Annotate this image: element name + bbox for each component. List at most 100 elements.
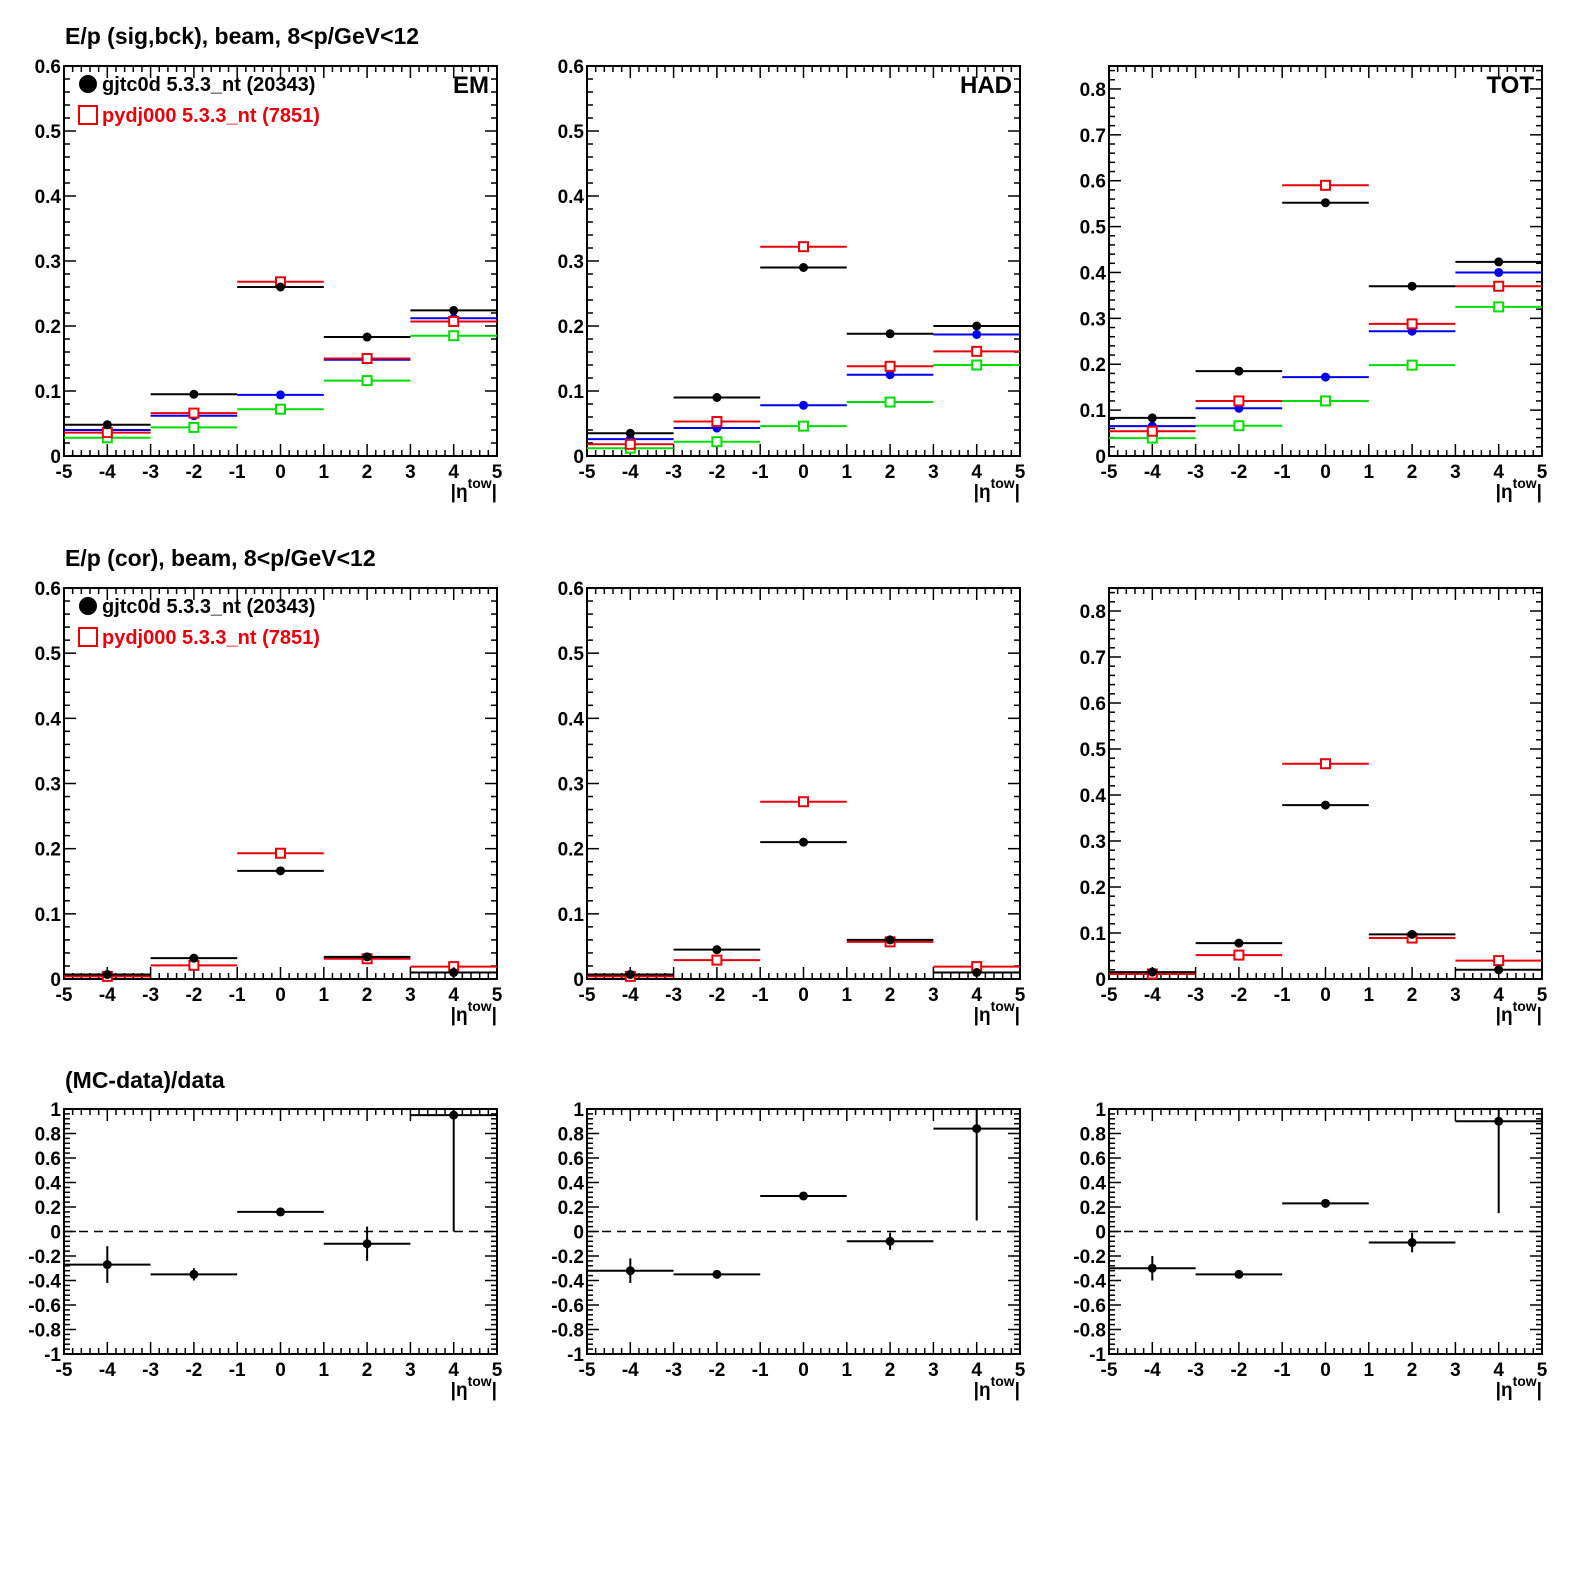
y-tick-label: -0.4 (551, 1272, 584, 1293)
data-point (275, 403, 286, 415)
y-tick-label: 0.6 (558, 1149, 584, 1170)
data-point (189, 953, 199, 963)
y-tick-label: 0.1 (35, 382, 62, 403)
y-tick-label: 0 (1095, 1223, 1106, 1244)
x-tick-label: -1 (1274, 985, 1291, 1006)
panel-row2-col1: -5 -4 -3 -2 -1 0 1 2 3 4 5 0 0.1 0.2 0.3 0.4 0.5 0.6 |ηtow… (35, 579, 503, 1026)
y-tick-label: 0.2 (1080, 355, 1106, 376)
x-tick-label: -2 (185, 462, 202, 483)
y-tick-label: 0.6 (1080, 694, 1106, 715)
data-point (712, 393, 722, 402)
data-point (1321, 372, 1330, 382)
data-point (1234, 366, 1244, 376)
data-point (971, 345, 983, 357)
y-tick-label: 0 (573, 1223, 584, 1244)
data-point (1494, 1116, 1504, 1126)
y-tick-label: 0 (50, 1223, 61, 1244)
y-tick-label: 1 (1095, 1100, 1106, 1121)
x-tick-label: 1 (319, 1360, 330, 1381)
y-tick-label: 0.3 (35, 252, 61, 273)
legend-label: pydj000 5.3.3_nt (7851) (102, 627, 320, 649)
plot-frame (586, 587, 1021, 980)
x-tick-label: -3 (665, 985, 682, 1006)
data-point (1493, 301, 1505, 313)
x-tick-label: 1 (1364, 1360, 1375, 1381)
data-point (885, 329, 895, 339)
y-tick-label: 0.6 (558, 579, 584, 600)
data-point (1407, 1238, 1417, 1248)
y-tick-label: 0.4 (35, 709, 62, 730)
x-tick-label: -2 (185, 1360, 202, 1381)
data-point (362, 332, 372, 342)
x-tick-label: -5 (579, 1360, 596, 1381)
data-point (885, 1236, 895, 1246)
x-tick-label: 0 (798, 462, 809, 483)
x-tick-label: 3 (928, 1360, 939, 1381)
y-tick-label: 1 (50, 1100, 61, 1121)
panel-row3-col2: -5 -4 -3 -2 -1 0 1 2 3 4 5 -1 -0.8 -0.6 -0.4 -0.2 0 0.2 0.… (551, 1100, 1025, 1401)
y-tick-label: -0.4 (1073, 1272, 1106, 1293)
data-point (449, 967, 459, 977)
x-tick-label: 3 (1450, 1360, 1461, 1381)
data-point (1494, 257, 1504, 267)
legend-marker (78, 627, 98, 647)
y-tick-label: -0.6 (1073, 1296, 1106, 1317)
x-tick-label: 4 (971, 985, 982, 1006)
panel-row1-col2: -5 -4 -3 -2 -1 0 1 2 3 4 5 0 0.1 0.2 0.3 0.4 0.5 0.6 |ηtow… (558, 57, 1026, 503)
x-tick-label: 5 (1015, 1360, 1026, 1381)
data-point (1233, 395, 1245, 407)
x-tick-label: 4 (448, 1360, 459, 1381)
data-point (101, 427, 113, 439)
corner-label: EM (453, 72, 489, 99)
data-point (972, 321, 982, 331)
data-point (1407, 281, 1417, 291)
y-tick-label: 0.2 (558, 1198, 584, 1219)
y-tick-label: -1 (1089, 1345, 1106, 1366)
x-tick-label: 1 (842, 462, 853, 483)
x-tick-label: -5 (56, 462, 73, 483)
data-point (1147, 413, 1157, 423)
panel-row1-col1: -5 -4 -3 -2 -1 0 1 2 3 4 5 0 0.1 0.2 0.3 0.4 0.5 0.6 |ηtow… (35, 57, 503, 503)
y-tick-label: 0.8 (1080, 80, 1106, 101)
x-tick-label: 0 (275, 1360, 286, 1381)
data-point (188, 407, 200, 419)
x-tick-label: -4 (1144, 985, 1161, 1006)
row3-title: (MC-data)/data (65, 1067, 225, 1093)
x-tick-label: -5 (56, 1360, 73, 1381)
data-point (1493, 955, 1505, 967)
x-tick-label: -3 (142, 985, 159, 1006)
legend-label: pydj000 5.3.3_nt (7851) (102, 105, 320, 127)
x-tick-label: 1 (842, 985, 853, 1006)
data-point (1234, 938, 1244, 948)
x-tick-label: -2 (185, 985, 202, 1006)
x-tick-label: 5 (492, 985, 503, 1006)
y-tick-label: 0.3 (558, 252, 584, 273)
plot-frame (586, 65, 1021, 457)
data-point (971, 359, 983, 371)
y-tick-label: 0.4 (558, 187, 585, 208)
data-point (361, 375, 373, 387)
x-tick-label: 3 (405, 985, 416, 1006)
y-tick-label: 0.2 (558, 840, 584, 861)
x-tick-label: -3 (665, 1360, 682, 1381)
data-point (276, 1207, 285, 1217)
data-point (1234, 1269, 1244, 1279)
y-tick-label: 0.5 (35, 122, 62, 143)
panel-row2-col2: -5 -4 -3 -2 -1 0 1 2 3 4 5 0 0.1 0.2 0.3 0.4 0.5 0.6 |ηtow… (558, 579, 1026, 1026)
y-tick-label: 0.4 (1080, 786, 1107, 807)
data-point (1233, 420, 1245, 432)
data-point (972, 1124, 982, 1134)
y-tick-label: 0.4 (1080, 263, 1107, 284)
y-tick-label: 0.8 (1080, 602, 1106, 623)
y-tick-label: 0.5 (35, 644, 62, 665)
y-tick-label: -0.8 (1073, 1321, 1106, 1342)
y-tick-label: -0.8 (551, 1321, 584, 1342)
x-tick-label: 1 (1364, 462, 1375, 483)
data-point (1406, 318, 1418, 330)
data-point (449, 305, 459, 315)
x-tick-label: -1 (752, 462, 769, 483)
data-point (799, 263, 808, 272)
panels: -5 -4 -3 -2 -1 0 1 2 3 4 5 0 0.1 0.2 0.3 0.4 0.5 0.6 |ηtow… (28, 57, 1547, 1401)
x-tick-label: 2 (1407, 462, 1418, 483)
